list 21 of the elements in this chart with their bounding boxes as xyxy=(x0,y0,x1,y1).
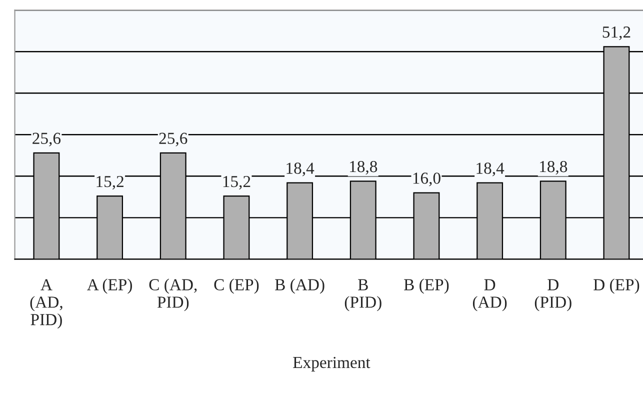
x-tick-label: B (EP) xyxy=(404,278,449,294)
data-label: 18,4 xyxy=(286,162,314,176)
data-label: 18,4 xyxy=(476,162,504,176)
x-tick-label: A (EP) xyxy=(87,278,132,294)
x-tick-label: D (PID) xyxy=(534,279,572,312)
x-tick-label: C (AD, PID) xyxy=(149,278,197,312)
data-label: 18,8 xyxy=(540,160,568,175)
x-tick-label: D (EP) xyxy=(594,278,640,294)
x-axis-title: Experiment xyxy=(293,356,370,372)
x-tick-label: A (AD, PID) xyxy=(30,279,62,329)
x-tick-label: B (AD) xyxy=(275,278,324,294)
data-label: 51,2 xyxy=(602,26,630,40)
data-label: 18,8 xyxy=(350,160,378,175)
x-tick-label: B (PID) xyxy=(344,279,382,312)
data-label: 25,6 xyxy=(32,132,61,146)
data-label: 16,0 xyxy=(413,172,440,186)
x-tick-label: D (AD) xyxy=(472,279,507,312)
data-label: 15,2 xyxy=(223,176,250,190)
data-label: 15,2 xyxy=(96,176,124,190)
data-label: 25,6 xyxy=(159,132,188,146)
x-tick-label: C (EP) xyxy=(214,278,259,294)
